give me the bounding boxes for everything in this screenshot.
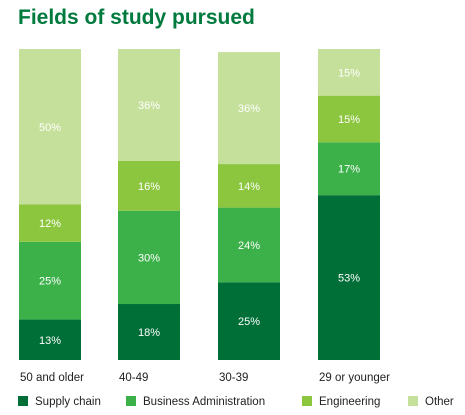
data-label-30-39-supply-chain: 25% bbox=[238, 316, 260, 328]
bar-segment-29-or-younger-other bbox=[318, 49, 380, 96]
bar-segment-29-or-younger-business-administration bbox=[318, 142, 380, 196]
data-label-29-or-younger-business-administration: 17% bbox=[338, 164, 360, 176]
legend-label-supply-chain: Supply chain bbox=[35, 396, 101, 408]
data-label-30-39-other: 36% bbox=[238, 103, 260, 115]
bar-segment-50-and-older-supply-chain bbox=[19, 319, 81, 360]
legend-label-engineering: Engineering bbox=[319, 396, 380, 408]
data-label-50-and-older-business-administration: 25% bbox=[39, 276, 61, 288]
data-label-40-49-supply-chain: 18% bbox=[138, 327, 160, 339]
bar-segment-40-49-other bbox=[118, 49, 180, 161]
legend-swatch-business-administration bbox=[126, 396, 136, 406]
bar-segment-29-or-younger-supply-chain bbox=[318, 195, 380, 360]
legend-label-other: Other bbox=[425, 396, 454, 408]
legend: Supply chain Business Administration Engin… bbox=[18, 396, 454, 408]
data-label-40-49-business-administration: 30% bbox=[138, 252, 160, 264]
bar-segment-29-or-younger-engineering bbox=[318, 95, 380, 143]
data-label-30-39-engineering: 14% bbox=[238, 181, 260, 193]
bar-segment-30-39-engineering bbox=[218, 164, 280, 208]
legend-swatch-engineering bbox=[302, 396, 312, 406]
bar-segment-50-and-older-business-administration bbox=[19, 241, 81, 320]
category-label-29-or-younger: 29 or younger bbox=[319, 372, 390, 384]
data-label-29-or-younger-other: 15% bbox=[338, 67, 360, 79]
legend-swatch-other bbox=[408, 396, 418, 406]
data-label-40-49-engineering: 16% bbox=[138, 181, 160, 193]
category-label-30-39: 30-39 bbox=[219, 372, 248, 384]
bar-segment-30-39-supply-chain bbox=[218, 282, 280, 360]
bars-layer: 13% 25% 12% 50% 18% 30% 16% 36% 25% 24% 14% 36% 53% 1… bbox=[19, 49, 380, 360]
legend-label-business-administration: Business Administration bbox=[143, 396, 265, 408]
data-label-29-or-younger-supply-chain: 53% bbox=[338, 273, 360, 285]
legend-swatch-supply-chain bbox=[18, 396, 28, 406]
bar-segment-40-49-business-administration bbox=[118, 210, 180, 305]
data-label-40-49-other: 36% bbox=[138, 100, 160, 112]
data-label-50-and-older-other: 50% bbox=[39, 122, 61, 134]
data-label-50-and-older-supply-chain: 13% bbox=[39, 335, 61, 347]
chart-title: Fields of study pursued bbox=[18, 6, 255, 29]
bar-segment-40-49-supply-chain bbox=[118, 304, 180, 360]
data-label-29-or-younger-engineering: 15% bbox=[338, 114, 360, 126]
bar-segment-30-39-other bbox=[218, 52, 280, 165]
category-labels: 50 and older 40-49 30-39 29 or younger bbox=[20, 372, 390, 384]
bar-segment-50-and-older-engineering bbox=[19, 204, 81, 242]
bar-segment-30-39-business-administration bbox=[218, 207, 280, 283]
category-label-40-49: 40-49 bbox=[119, 372, 148, 384]
category-label-50-and-older: 50 and older bbox=[20, 372, 84, 384]
bar-segment-40-49-engineering bbox=[118, 160, 180, 211]
data-label-50-and-older-engineering: 12% bbox=[39, 218, 61, 230]
data-label-30-39-business-administration: 24% bbox=[238, 240, 260, 252]
bar-segment-50-and-older-other bbox=[19, 49, 81, 205]
